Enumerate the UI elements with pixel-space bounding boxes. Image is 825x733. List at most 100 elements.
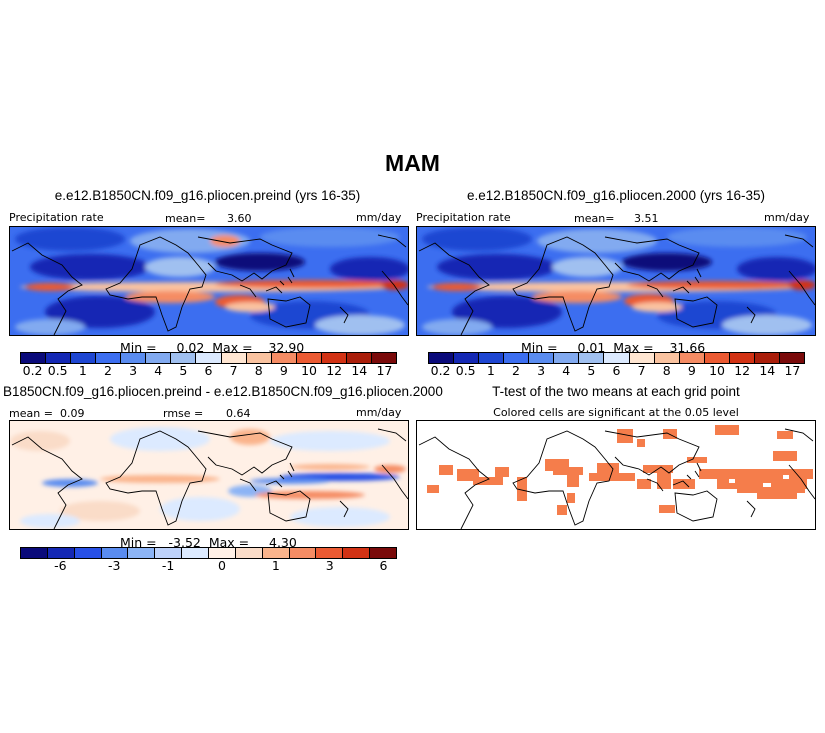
panel3-mean-value: 0.09: [60, 407, 85, 420]
colorbar-swatch: [479, 353, 505, 363]
colorbar-tick-label: 8: [662, 363, 671, 378]
colorbar-swatch: [101, 548, 129, 558]
colorbar-swatch: [146, 353, 172, 363]
panel3-minmax: Min = -3.52 Max = 4.30: [120, 535, 297, 550]
colorbar-tick-label: -1: [161, 558, 175, 573]
colorbar-tick-label: 0.2: [430, 363, 451, 378]
colorbar-tick-label: 14: [351, 363, 368, 378]
panel2-mean-label: mean=: [574, 212, 615, 225]
colorbar-swatch: [429, 353, 455, 363]
colorbar-tick-label: 9: [279, 363, 288, 378]
colorbar-tick-label: 17: [376, 363, 393, 378]
colorbar-swatch: [554, 353, 580, 363]
panel3-difference-map: [9, 420, 409, 530]
colorbar-tick-label: -3: [108, 558, 121, 573]
panel1-units: mm/day: [356, 211, 402, 224]
colorbar-swatch: [754, 353, 780, 363]
colorbar-swatch: [579, 353, 605, 363]
colorbar-tick-label: 7: [229, 363, 238, 378]
panel3-colorbar: [20, 547, 397, 559]
colorbar-swatch: [296, 353, 322, 363]
panel4-subtitle: Colored cells are significant at the 0.0…: [493, 406, 739, 419]
panel3-mean-label: mean =: [9, 407, 53, 420]
panel2-units: mm/day: [764, 211, 810, 224]
colorbar-tick-label: 12: [326, 363, 343, 378]
colorbar-swatch: [235, 548, 263, 558]
panel2-precip-map: [416, 226, 816, 336]
panel3-colorbar-ticks: -6 -3 -1 0 1 3 6: [20, 558, 397, 574]
colorbar-swatch: [779, 353, 804, 363]
colorbar-swatch: [370, 548, 397, 558]
panel1-mean-label: mean=: [165, 212, 206, 225]
colorbar-swatch: [629, 353, 655, 363]
colorbar-swatch: [679, 353, 705, 363]
panel1-minmax: Min = 0.02 Max = 32.90: [120, 340, 305, 355]
colorbar-swatch: [454, 353, 480, 363]
colorbar-swatch: [343, 548, 371, 558]
colorbar-tick-label: 6: [204, 363, 213, 378]
colorbar-swatch: [246, 353, 272, 363]
colorbar-swatch: [46, 353, 72, 363]
panel3-rmse-label: rmse =: [163, 407, 204, 420]
colorbar-swatch: [221, 353, 247, 363]
colorbar-swatch: [529, 353, 555, 363]
panel4-ttest-map: [416, 420, 816, 530]
colorbar-swatch: [289, 548, 317, 558]
panel2-variable: Precipitation rate: [416, 211, 511, 224]
colorbar-swatch: [729, 353, 755, 363]
colorbar-swatch: [47, 548, 75, 558]
colorbar-tick-label: 6: [379, 558, 388, 573]
colorbar-tick-label: 0: [217, 558, 226, 573]
colorbar-swatch: [209, 548, 236, 558]
colorbar-tick-label: 2: [103, 363, 112, 378]
colorbar-swatch: [316, 548, 344, 558]
colorbar-swatch: [96, 353, 122, 363]
colorbar-swatch: [21, 548, 48, 558]
colorbar-tick-label: 0.2: [22, 363, 43, 378]
colorbar-tick-label: 3: [129, 363, 138, 378]
colorbar-swatch: [21, 353, 47, 363]
colorbar-swatch: [71, 353, 97, 363]
colorbar-swatch: [155, 548, 183, 558]
colorbar-tick-label: 9: [687, 363, 696, 378]
colorbar-tick-label: 17: [784, 363, 801, 378]
panel1-colorbar-ticks: 0.2 0.5 1 2 3 4 5 6 7 8 9 10 12 14 17: [20, 363, 397, 379]
panel1-colorbar: [20, 352, 397, 364]
colorbar-tick-label: 2: [511, 363, 520, 378]
colorbar-tick-label: -6: [54, 558, 67, 573]
colorbar-tick-label: 4: [562, 363, 571, 378]
colorbar-swatch: [504, 353, 530, 363]
colorbar-tick-label: 1: [78, 363, 87, 378]
colorbar-tick-label: 7: [637, 363, 646, 378]
colorbar-tick-label: 3: [325, 558, 334, 573]
colorbar-swatch: [654, 353, 680, 363]
colorbar-swatch: [321, 353, 347, 363]
colorbar-tick-label: 1: [271, 558, 280, 573]
colorbar-tick-label: 12: [734, 363, 751, 378]
panel2-minmax: Min = 0.01 Max = 31.66: [521, 340, 706, 355]
colorbar-tick-label: 0.5: [455, 363, 476, 378]
panel3-title: B1850CN.f09_g16.pliocen.preind - e.e12.B…: [3, 384, 443, 399]
colorbar-tick-label: 8: [254, 363, 263, 378]
panel3-units: mm/day: [356, 406, 402, 419]
colorbar-tick-label: 4: [154, 363, 163, 378]
panel2-colorbar-ticks: 0.2 0.5 1 2 3 4 5 6 7 8 9 10 12 14 17: [428, 363, 805, 379]
colorbar-swatch: [704, 353, 730, 363]
colorbar-swatch: [196, 353, 222, 363]
colorbar-swatch: [346, 353, 372, 363]
colorbar-swatch: [171, 353, 197, 363]
colorbar-swatch: [182, 548, 210, 558]
colorbar-tick-label: 10: [301, 363, 317, 378]
colorbar-tick-label: 5: [587, 363, 596, 378]
colorbar-tick-label: 14: [759, 363, 776, 378]
colorbar-swatch: [74, 548, 102, 558]
colorbar-swatch: [121, 353, 147, 363]
colorbar-swatch: [604, 353, 630, 363]
panel2-title: e.e12.B1850CN.f09_g16.pliocen.2000 (yrs …: [467, 188, 765, 203]
colorbar-tick-label: 5: [179, 363, 188, 378]
colorbar-swatch: [371, 353, 396, 363]
panel2-colorbar: [428, 352, 805, 364]
panel1-mean-value: 3.60: [227, 212, 252, 225]
colorbar-tick-label: 0.5: [47, 363, 68, 378]
colorbar-swatch: [271, 353, 297, 363]
